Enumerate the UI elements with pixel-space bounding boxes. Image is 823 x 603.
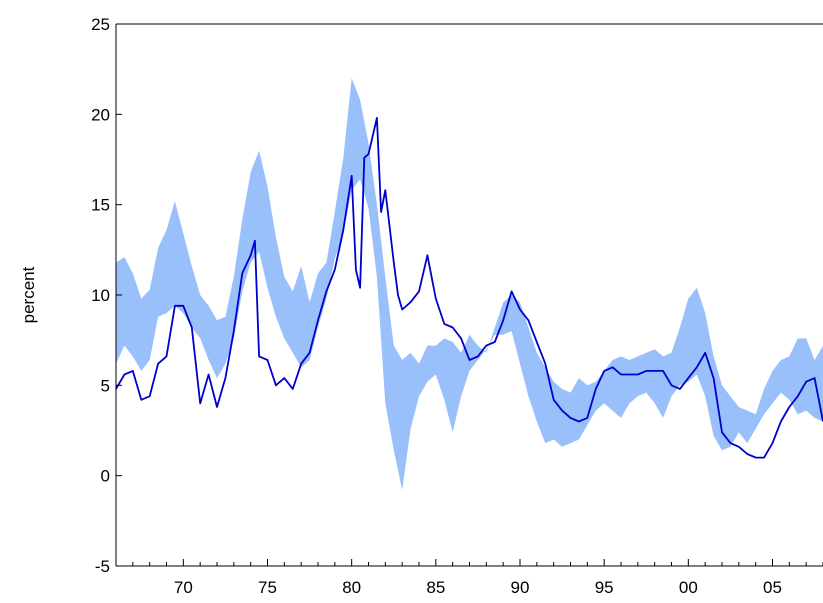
- x-tick-label: 70: [174, 578, 193, 597]
- series-line: [115, 117, 823, 459]
- y-axis: -5 0 5 10 15 20 25: [91, 15, 122, 576]
- series-line-0: [115, 117, 823, 459]
- x-tick-label: 05: [763, 578, 782, 597]
- y-tick-label: 0: [101, 467, 110, 486]
- x-tick-label: 75: [258, 578, 277, 597]
- y-tick-label: 25: [91, 15, 110, 34]
- x-tick-label: 80: [342, 578, 361, 597]
- band-area: [116, 78, 823, 491]
- x-tick-label: 95: [595, 578, 614, 597]
- y-tick-label: 5: [101, 376, 110, 395]
- x-tick-label: 85: [426, 578, 445, 597]
- x-axis: 70 75 80 85 90 95 00 05: [115, 559, 823, 597]
- y-tick-label: 15: [91, 196, 110, 215]
- y-tick-label: 10: [91, 286, 110, 305]
- y-tick-label: 20: [91, 105, 110, 124]
- y-axis-title: percent: [19, 266, 38, 323]
- x-tick-label: 00: [679, 578, 698, 597]
- confidence-band: [116, 78, 823, 491]
- x-tick-label: 90: [511, 578, 530, 597]
- y-tick-label: -5: [95, 557, 110, 576]
